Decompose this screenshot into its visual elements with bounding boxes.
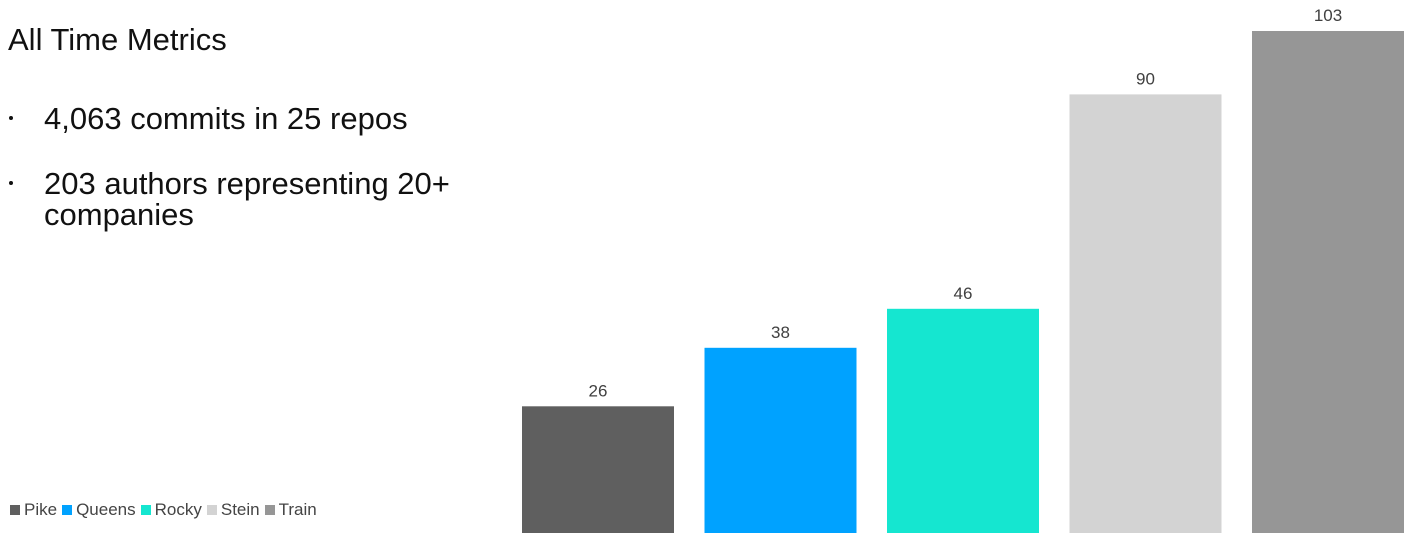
data-label-stein: 90 (1136, 69, 1155, 88)
legend-label: Stein (220, 500, 260, 519)
legend-swatch-icon (62, 505, 73, 515)
data-label-queens: 38 (771, 323, 790, 342)
bar-queens (704, 347, 857, 533)
bullet-text: 4,063 commits in 25 repos (44, 101, 408, 136)
bar-pike (522, 406, 674, 533)
chart-legend: Pike Queens Rocky Stein Train (10, 500, 322, 520)
bar-rocky (887, 308, 1039, 533)
bar-train (1252, 31, 1404, 533)
legend-swatch-icon (206, 505, 217, 515)
legend-item-pike: Pike (10, 500, 57, 520)
data-label-rocky: 46 (954, 284, 973, 303)
data-label-pike: 26 (589, 381, 608, 400)
legend-label: Rocky (154, 500, 202, 519)
legend-swatch-icon (264, 505, 275, 515)
bullet-text: 203 authors representing 20+ companies (44, 166, 450, 232)
legend-label: Pike (24, 500, 58, 519)
legend-label: Queens (76, 500, 136, 519)
data-label-train: 103 (1314, 6, 1342, 25)
legend-item-rocky: Rocky (140, 500, 202, 520)
bar-stein (1069, 94, 1222, 533)
legend-label: Train (278, 500, 317, 519)
bullet-dot-icon (9, 116, 13, 120)
slide-title: All Time Metrics (8, 22, 227, 57)
legend-item-stein: Stein (206, 500, 260, 520)
bullet-dot-icon (9, 181, 13, 185)
bullet-list: 4,063 commits in 25 repos 203 authors re… (0, 103, 560, 264)
bullet-item-commits: 4,063 commits in 25 repos (0, 103, 560, 134)
legend-swatch-icon (140, 505, 151, 515)
legend-item-queens: Queens (62, 500, 136, 520)
legend-swatch-icon (10, 505, 20, 515)
bullet-item-authors: 203 authors representing 20+ companies (0, 168, 534, 230)
legend-item-train: Train (264, 500, 317, 520)
